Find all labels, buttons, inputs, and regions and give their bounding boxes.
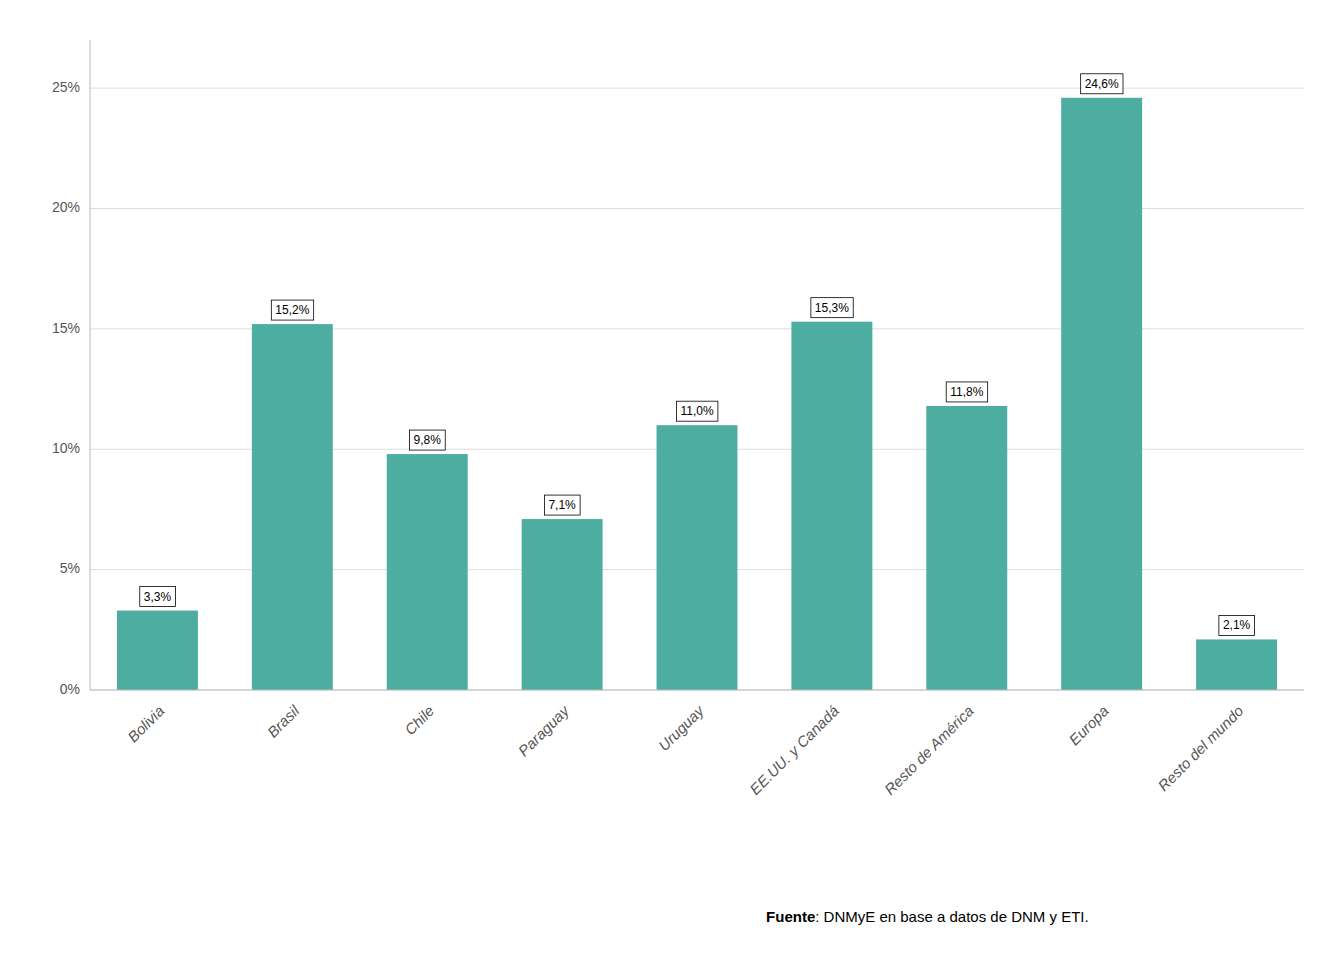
y-tick-label: 5% — [60, 560, 80, 576]
data-label: 24,6% — [1085, 77, 1119, 91]
x-tick-label: Bolivia — [124, 702, 167, 745]
x-tick-label: Europa — [1065, 702, 1111, 748]
y-tick-label: 0% — [60, 681, 80, 697]
x-tick-label: Uruguay — [655, 701, 708, 754]
y-tick-label: 15% — [52, 320, 80, 336]
data-label-group: 7,1% — [544, 495, 580, 515]
data-label: 11,8% — [950, 385, 983, 399]
source-note: Fuente: DNMyE en base a datos de DNM y E… — [766, 908, 1089, 925]
x-tick-label: Paraguay — [515, 701, 573, 759]
bars — [117, 98, 1277, 690]
x-tick-label: EE.UU. y Canadá — [746, 702, 842, 798]
data-label: 2,1% — [1223, 618, 1251, 632]
x-tick-label: Resto de América — [881, 702, 977, 798]
data-label-box — [811, 298, 853, 318]
data-label: 7,1% — [548, 498, 576, 512]
bar — [522, 519, 603, 690]
bar — [1196, 639, 1277, 690]
data-labels: 3,3% 15,2% 9,8% 7,1% 11,0% 15,3% 11,8% 24,6% 2,1… — [140, 74, 1255, 636]
bar — [657, 425, 738, 690]
data-label-group: 2,1% — [1219, 615, 1255, 635]
chart: 0% 5% 10% 15% 20% 25% 3,3% 15,2% 9,8% 7,1% 11,0% 15… — [0, 0, 1344, 960]
data-label-box — [946, 382, 987, 402]
chart-container: 0% 5% 10% 15% 20% 25% 3,3% 15,2% 9,8% 7,1% 11,0% 15… — [0, 0, 1344, 960]
x-tick-label: Brasil — [264, 702, 303, 741]
data-label-box — [410, 430, 446, 450]
data-label-group: 3,3% — [140, 587, 176, 607]
data-label-group: 9,8% — [410, 430, 446, 450]
data-label-box — [676, 401, 717, 421]
data-label: 11,0% — [680, 404, 713, 418]
source-text: : DNMyE en base a datos de DNM y ETI. — [815, 908, 1088, 925]
data-label-group: 15,3% — [811, 298, 853, 318]
bar — [252, 324, 333, 690]
data-label-group: 11,0% — [676, 401, 717, 421]
bar — [387, 454, 468, 690]
bar — [926, 406, 1007, 690]
x-axis-line — [90, 690, 1304, 691]
data-label-box — [1219, 615, 1255, 635]
y-tick-label: 25% — [52, 79, 80, 95]
grid-line — [90, 690, 1304, 691]
y-axis: 0% 5% 10% 15% 20% 25% — [52, 40, 1304, 697]
source-text: Fuente — [766, 908, 815, 925]
data-label-box — [140, 587, 176, 607]
data-label-box — [544, 495, 580, 515]
data-label: 9,8% — [414, 433, 442, 447]
data-label-box — [1081, 74, 1123, 94]
data-label: 3,3% — [144, 590, 172, 604]
x-tick-label: Chile — [401, 702, 437, 738]
data-label-box — [271, 300, 313, 320]
data-label-group: 24,6% — [1081, 74, 1123, 94]
bar — [791, 322, 872, 690]
data-label-group: 11,8% — [946, 382, 987, 402]
x-axis: Bolivia Brasil Chile Paraguay Uruguay EE.UU. … — [90, 690, 1304, 798]
bar — [1061, 98, 1142, 690]
data-label: 15,3% — [815, 301, 849, 315]
bar — [117, 611, 198, 690]
x-tick-label: Resto del mundo — [1154, 702, 1246, 794]
y-tick-label: 10% — [52, 440, 80, 456]
y-tick-label: 20% — [52, 199, 80, 215]
data-label: 15,2% — [275, 303, 309, 317]
data-label-group: 15,2% — [271, 300, 313, 320]
y-axis-line — [90, 40, 91, 690]
